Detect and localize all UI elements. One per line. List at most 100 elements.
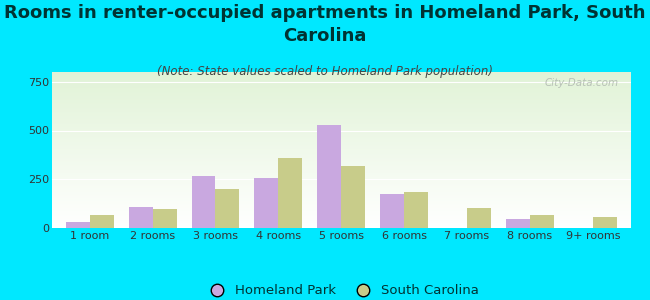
- Bar: [52, 169, 630, 170]
- Bar: [52, 121, 630, 122]
- Bar: [317, 124, 341, 228]
- Text: City-Data.com: City-Data.com: [545, 78, 619, 88]
- Bar: [52, 87, 630, 88]
- Bar: [52, 117, 630, 118]
- Bar: [506, 219, 530, 228]
- Bar: [52, 218, 630, 219]
- Bar: [52, 199, 630, 200]
- Bar: [52, 93, 630, 94]
- Bar: [52, 194, 630, 195]
- Bar: [52, 184, 630, 185]
- Bar: [255, 178, 278, 228]
- Bar: [52, 76, 630, 77]
- Bar: [52, 143, 630, 144]
- Bar: [52, 96, 630, 97]
- Bar: [52, 137, 630, 138]
- Bar: [52, 191, 630, 192]
- Bar: [52, 225, 630, 226]
- Bar: [52, 207, 630, 208]
- Text: Rooms in renter-occupied apartments in Homeland Park, South
Carolina: Rooms in renter-occupied apartments in H…: [5, 4, 645, 45]
- Bar: [52, 125, 630, 126]
- Bar: [52, 97, 630, 98]
- Bar: [52, 79, 630, 80]
- Bar: [52, 124, 630, 125]
- Bar: [52, 212, 630, 213]
- Bar: [52, 163, 630, 164]
- Bar: [52, 148, 630, 149]
- Bar: [52, 162, 630, 163]
- Bar: [192, 176, 216, 228]
- Bar: [52, 123, 630, 124]
- Bar: [52, 78, 630, 79]
- Bar: [52, 155, 630, 156]
- Bar: [52, 94, 630, 95]
- Bar: [52, 190, 630, 191]
- Bar: [52, 111, 630, 112]
- Bar: [52, 146, 630, 147]
- Bar: [52, 91, 630, 92]
- Bar: [52, 159, 630, 160]
- Bar: [52, 195, 630, 196]
- Bar: [404, 192, 428, 228]
- Bar: [52, 144, 630, 145]
- Bar: [52, 139, 630, 140]
- Bar: [52, 98, 630, 99]
- Bar: [52, 181, 630, 182]
- Legend: Homeland Park, South Carolina: Homeland Park, South Carolina: [198, 279, 484, 300]
- Bar: [52, 95, 630, 96]
- Bar: [52, 140, 630, 141]
- Bar: [52, 115, 630, 116]
- Bar: [52, 226, 630, 227]
- Bar: [52, 80, 630, 81]
- Bar: [52, 81, 630, 82]
- Bar: [52, 147, 630, 148]
- Bar: [52, 171, 630, 172]
- Bar: [52, 154, 630, 155]
- Text: (Note: State values scaled to Homeland Park population): (Note: State values scaled to Homeland P…: [157, 64, 493, 77]
- Bar: [52, 198, 630, 199]
- Bar: [52, 217, 630, 218]
- Bar: [52, 174, 630, 175]
- Bar: [52, 133, 630, 134]
- Bar: [52, 205, 630, 206]
- Bar: [52, 130, 630, 131]
- Bar: [52, 112, 630, 113]
- Bar: [530, 215, 554, 228]
- Bar: [52, 82, 630, 83]
- Bar: [52, 208, 630, 209]
- Bar: [52, 101, 630, 102]
- Bar: [52, 206, 630, 207]
- Bar: [52, 108, 630, 109]
- Bar: [52, 197, 630, 198]
- Bar: [52, 109, 630, 110]
- Bar: [52, 165, 630, 166]
- Bar: [52, 118, 630, 119]
- Bar: [52, 204, 630, 205]
- Bar: [52, 138, 630, 139]
- Bar: [52, 189, 630, 190]
- Bar: [52, 132, 630, 133]
- Bar: [52, 156, 630, 157]
- Bar: [52, 129, 630, 130]
- Bar: [52, 120, 630, 121]
- Bar: [52, 100, 630, 101]
- Bar: [52, 107, 630, 108]
- Bar: [467, 208, 491, 228]
- Bar: [52, 179, 630, 180]
- Bar: [52, 149, 630, 150]
- Bar: [52, 158, 630, 159]
- Bar: [52, 142, 630, 143]
- Bar: [52, 203, 630, 204]
- Bar: [52, 178, 630, 179]
- Bar: [90, 215, 114, 228]
- Bar: [52, 161, 630, 162]
- Bar: [52, 75, 630, 76]
- Bar: [52, 122, 630, 123]
- Bar: [52, 219, 630, 220]
- Bar: [52, 224, 630, 225]
- Bar: [52, 215, 630, 216]
- Bar: [153, 209, 177, 228]
- Bar: [66, 222, 90, 228]
- Bar: [52, 214, 630, 215]
- Bar: [52, 134, 630, 135]
